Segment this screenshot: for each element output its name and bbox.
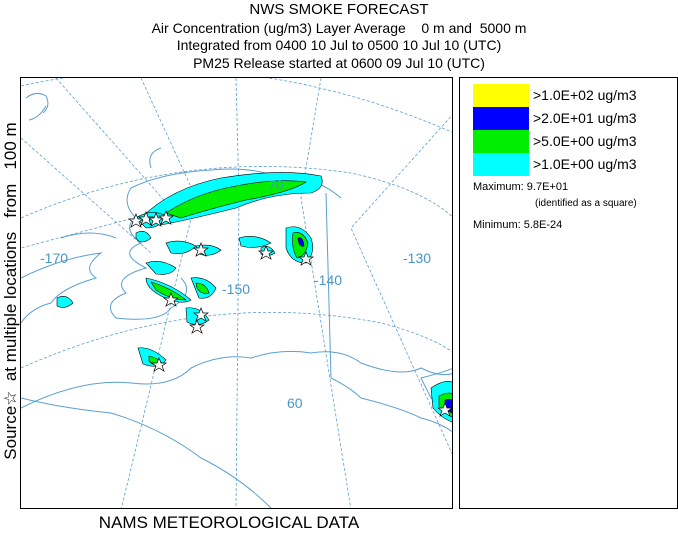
legend-label: >1.0E+02 ug/m3 (533, 87, 637, 103)
plume (185, 307, 210, 325)
smoke-contours (56, 172, 452, 423)
source-star-icon (188, 319, 206, 334)
plume (238, 236, 272, 248)
source-star-icon (157, 210, 175, 225)
legend-item: >1.0E+00 ug/m3 (473, 153, 673, 176)
maximum-note: (identified as a square) (535, 198, 637, 209)
plume-west-sea (56, 296, 74, 308)
longitude-line (300, 78, 352, 508)
legend-label: >1.0E+00 ug/m3 (533, 156, 637, 172)
legend-swatch-blue (473, 107, 529, 130)
subtitle-concentration: Air Concentration (ug/m3) Layer Average … (151, 20, 527, 36)
coastlines (21, 92, 452, 508)
plume-southwest-core (150, 281, 187, 301)
legend-label: >5.0E+00 ug/m3 (533, 133, 637, 149)
legend-swatch-green (473, 130, 529, 153)
lon-150-label: -150 (222, 281, 250, 297)
plume (135, 231, 152, 243)
coastline (25, 92, 49, 114)
plume (165, 240, 197, 254)
legend-label: >2.0E+01 ug/m3 (533, 110, 637, 126)
legend-swatch-yellow (473, 84, 529, 107)
smoke-map: 70 60 -170 -150 -140 -130 (20, 77, 453, 509)
coastline (149, 147, 162, 169)
longitude-line (350, 114, 452, 455)
source-star-icon (297, 251, 315, 266)
longitude-line (21, 78, 172, 249)
subtitle-release-start: PM25 Release started at 0600 09 Jul 10 (… (193, 55, 485, 71)
source-star-icon (150, 357, 168, 372)
coastline-south-alaska (21, 350, 452, 409)
legend-panel: >1.0E+02 ug/m3 >2.0E+01 ug/m3 >5.0E+00 u… (459, 77, 678, 509)
longitude-line (21, 137, 152, 254)
plume (145, 261, 177, 275)
coastline-chukotka (21, 252, 103, 324)
plume-north-core (165, 180, 307, 219)
subtitle-integration-period: Integrated from 0400 10 Jul to 0500 10 J… (176, 37, 502, 53)
lat-60-label: 60 (287, 395, 303, 411)
coastline (28, 105, 47, 121)
legend-item: >2.0E+01 ug/m3 (473, 107, 673, 130)
lon-130-label: -130 (403, 250, 431, 266)
source-markers (127, 210, 452, 417)
minimum-value: Minimum: 5.8E-24 (473, 219, 563, 231)
legend-item: >5.0E+00 ug/m3 (473, 130, 673, 153)
source-star-icon (137, 211, 155, 226)
lon-170-label: -170 (40, 250, 68, 266)
maximum-value: Maximum: 9.7E+01 (473, 181, 569, 193)
legend-swatch-cyan (473, 153, 529, 176)
coastline-aleutian (21, 397, 272, 508)
source-star-icon (257, 245, 275, 260)
met-data-label: NAMS METEOROLOGICAL DATA (98, 513, 360, 532)
plume-east-peak (297, 237, 305, 247)
coastline (60, 232, 117, 239)
latitude-line (21, 311, 452, 369)
forecast-title: NWS SMOKE FORECAST (249, 1, 429, 18)
source-star-icon (162, 292, 180, 307)
graticule-labels: 70 60 -170 -150 -140 -130 (40, 177, 431, 411)
border-line (325, 192, 452, 433)
source-star-icon (192, 307, 210, 322)
lat-70-label: 70 (268, 177, 284, 193)
source-star-icon (192, 242, 210, 257)
lon-140-label: -140 (314, 272, 342, 288)
source-star-icon (436, 402, 452, 417)
plume-core (195, 282, 210, 294)
map-canvas: 70 60 -170 -150 -140 -130 (21, 78, 452, 508)
legend-item: >1.0E+02 ug/m3 (473, 84, 673, 107)
